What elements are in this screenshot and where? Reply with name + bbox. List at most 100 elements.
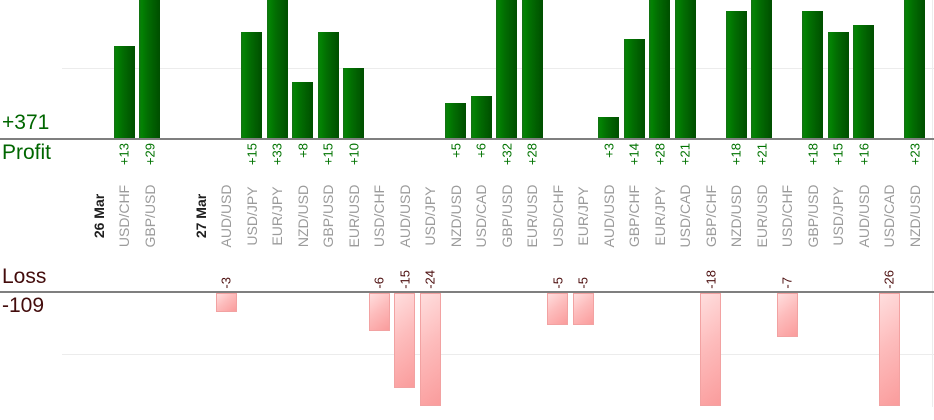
pair-label: NZD/USD	[728, 184, 745, 248]
profit-value-label: +16	[856, 143, 872, 166]
profit-bar	[853, 25, 875, 138]
profit-series-label: Profit	[2, 141, 52, 164]
loss-total: -109	[2, 294, 45, 317]
profit-bar	[317, 32, 339, 138]
profit-value-label: +13	[116, 143, 132, 166]
profit-value-label: +21	[754, 143, 770, 166]
loss-value-label: -18	[703, 270, 719, 289]
profit-bar	[751, 0, 773, 138]
profit-value-label: +28	[524, 143, 540, 166]
profit-axis-line	[0, 138, 934, 140]
pair-label: EUR/JPY	[575, 186, 592, 246]
loss-bar	[368, 293, 390, 332]
profit-value-label: +10	[346, 143, 362, 166]
loss-value-label: -6	[371, 277, 387, 289]
profit-value-label: +14	[626, 143, 642, 166]
loss-value-label: -5	[575, 277, 591, 289]
loss-value-label: -7	[779, 277, 795, 289]
pair-label: USD/CAD	[473, 184, 490, 248]
pair-label: EUR/JPY	[269, 186, 286, 246]
profit-bar	[241, 32, 263, 138]
profit-value-label: +8	[295, 143, 311, 158]
profit-bar	[445, 102, 467, 138]
pair-label: USD/JPY	[830, 186, 847, 246]
profit-value-label: +18	[728, 143, 744, 166]
pair-label: USD/CHF	[371, 184, 388, 248]
profit-bar	[802, 11, 824, 138]
date-label: 27 Mar	[192, 193, 209, 239]
pair-label: GBP/USD	[320, 184, 337, 248]
profit-value-label: +18	[805, 143, 821, 166]
profit-value-label: +3	[601, 143, 617, 158]
loss-bar	[572, 293, 594, 325]
profit-bar	[623, 39, 645, 138]
profit-value-label: +28	[652, 143, 668, 166]
loss-bar	[547, 293, 569, 325]
pair-label: NZD/USD	[906, 184, 923, 248]
loss-series-label: Loss	[2, 265, 47, 288]
pair-label: AUD/USD	[396, 184, 413, 248]
loss-value-label: -3	[218, 277, 234, 289]
pair-label: USD/JPY	[422, 186, 439, 246]
pair-label: GBP/USD	[141, 184, 158, 248]
loss-bar	[776, 293, 798, 338]
profit-value-label: +6	[473, 143, 489, 158]
profit-value-label: +15	[830, 143, 846, 166]
loss-value-label: -5	[550, 277, 566, 289]
loss-bar	[394, 293, 416, 389]
profit-bar	[649, 0, 671, 138]
pair-label: AUD/USD	[855, 184, 872, 248]
profit-bar	[292, 81, 314, 138]
loss-value-label: -24	[422, 270, 438, 289]
profit-bar	[266, 0, 288, 138]
loss-bar	[215, 293, 237, 313]
plot-right-border	[932, 0, 933, 407]
pair-label: USD/JPY	[243, 186, 260, 246]
pair-label: GBP/CHF	[626, 184, 643, 248]
pair-label: USD/CHF	[116, 184, 133, 248]
profit-value-label: +32	[499, 143, 515, 166]
loss-gridline	[62, 354, 934, 355]
pair-label: GBP/CHF	[702, 184, 719, 248]
profit-total: +371	[2, 111, 50, 134]
profit-value-label: +29	[142, 143, 158, 166]
profit-bar	[521, 0, 543, 138]
pair-label: NZD/USD	[447, 184, 464, 248]
pair-label: EUR/JPY	[651, 186, 668, 246]
profit-bar	[827, 32, 849, 138]
loss-bar	[700, 293, 722, 406]
date-label: 26 Mar	[90, 193, 107, 239]
pair-label: GBP/USD	[498, 184, 515, 248]
profit-bar	[343, 67, 365, 138]
pair-label: EUR/USD	[524, 184, 541, 248]
pair-label: EUR/USD	[345, 184, 362, 248]
profit-value-label: +21	[677, 143, 693, 166]
profit-bar	[904, 0, 926, 138]
pair-label: USD/CAD	[677, 184, 694, 248]
pair-label: USD/CHF	[549, 184, 566, 248]
pair-label: AUD/USD	[600, 184, 617, 248]
profit-bar	[598, 116, 620, 138]
loss-bar	[878, 293, 900, 406]
pair-label: USD/CAD	[881, 184, 898, 248]
loss-bar	[419, 293, 441, 406]
pair-label: USD/CHF	[779, 184, 796, 248]
pair-label: EUR/USD	[753, 184, 770, 248]
profit-bar	[470, 95, 492, 138]
loss-axis-line	[0, 291, 934, 293]
profit-value-label: +33	[269, 143, 285, 166]
pair-label: NZD/USD	[294, 184, 311, 248]
profit-value-label: +15	[244, 143, 260, 166]
profit-bar	[139, 0, 161, 138]
profit-value-label: +15	[320, 143, 336, 166]
profit-value-label: +23	[907, 143, 923, 166]
pair-label: GBP/USD	[804, 184, 821, 248]
profit-bar	[496, 0, 518, 138]
pair-label: AUD/USD	[218, 184, 235, 248]
profit-value-label: +5	[448, 143, 464, 158]
profit-bar	[113, 46, 135, 138]
profit-bar	[725, 11, 747, 138]
loss-value-label: -15	[397, 270, 413, 289]
loss-value-label: -26	[881, 270, 897, 289]
